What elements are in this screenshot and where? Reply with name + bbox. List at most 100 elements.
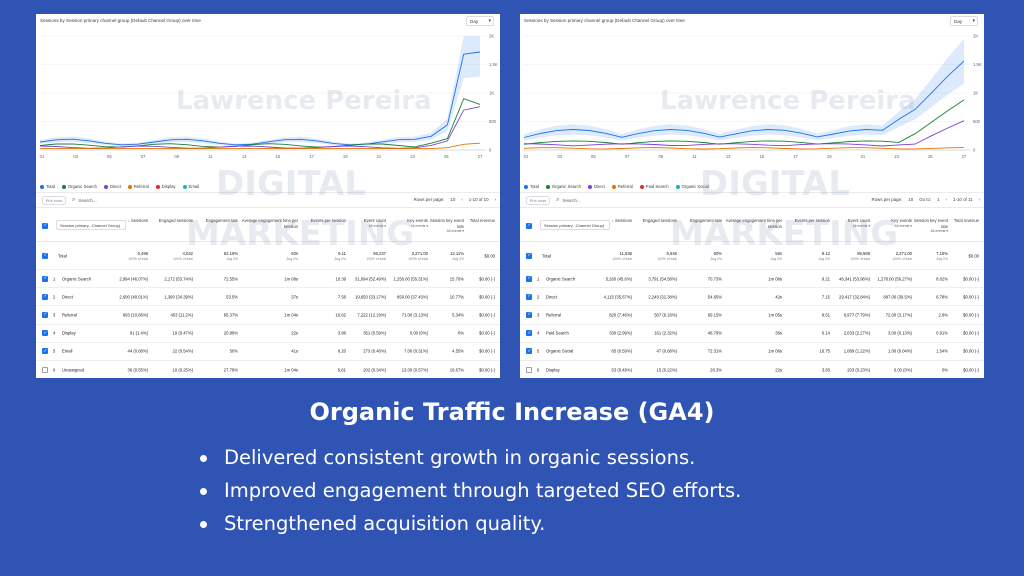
- dimension-select[interactable]: Session primary...Channel Group): [56, 220, 126, 230]
- column-header[interactable]: Engagement rate: [205, 218, 238, 223]
- column-header[interactable]: Engaged sessions: [642, 218, 677, 223]
- table-cell: $0.00 (-): [479, 367, 495, 373]
- column-header[interactable]: Total revenue: [953, 218, 979, 223]
- rows-per-page-select[interactable]: 10: [450, 197, 456, 202]
- day-select[interactable]: Day: [950, 16, 978, 26]
- row-checkbox[interactable]: [526, 366, 532, 373]
- legend-item[interactable]: Display: [155, 184, 176, 189]
- table-row[interactable]: 6 Unassigned 36 (0.55%) 10 (0.25%) 27.78% 1m …: [36, 361, 500, 378]
- column-header[interactable]: Events per session: [310, 218, 346, 223]
- legend-item[interactable]: Organic Search: [61, 184, 97, 189]
- table-cell: $0.00: [968, 253, 979, 258]
- column-header[interactable]: Events per session: [794, 218, 830, 223]
- channel-name: Referral: [62, 312, 77, 318]
- chevron-left-icon[interactable]: ‹: [945, 197, 948, 202]
- row-checkbox[interactable]: [42, 275, 48, 282]
- rows-per-page-select[interactable]: 10: [908, 197, 914, 202]
- column-header-sub[interactable]: All events ▾: [368, 223, 386, 228]
- table-row[interactable]: 3 Referral 820 (7.46%) 567 (8.16%) 69.15% 1m …: [520, 306, 984, 325]
- column-header-sub[interactable]: All events ▾: [894, 223, 912, 228]
- row-checkbox[interactable]: [42, 366, 48, 373]
- channel-name: Organic Social: [546, 348, 574, 354]
- dimension-select[interactable]: Session primary...Channel Group): [540, 220, 610, 230]
- total-confidence-band: [524, 38, 964, 141]
- chevron-left-icon[interactable]: ‹: [461, 197, 463, 202]
- direct-series-line: [523, 120, 965, 147]
- select-all-checkbox[interactable]: [526, 222, 532, 229]
- row-checkbox[interactable]: [42, 252, 48, 259]
- row-checkbox[interactable]: [42, 330, 48, 337]
- column-header[interactable]: ↓ Sessions: [127, 218, 148, 223]
- column-header[interactable]: Event count All events ▾: [363, 218, 386, 228]
- row-checkbox[interactable]: [42, 311, 48, 318]
- table-cell-sub: Avg 0%: [936, 256, 948, 261]
- column-header[interactable]: Total revenue: [469, 218, 495, 223]
- column-header[interactable]: Average engagement time per session: [241, 218, 298, 229]
- column-header[interactable]: Key events All events ▾: [407, 218, 428, 228]
- table-cell: 1m 04s: [284, 367, 298, 373]
- table-cell: 2,249 (32.38%): [648, 294, 677, 300]
- table-cell: 47 (0.68%): [656, 348, 677, 354]
- column-header-sub[interactable]: All events ▾: [930, 229, 948, 233]
- legend-item[interactable]: Direct: [103, 184, 121, 189]
- column-header-sub[interactable]: All events ▾: [410, 223, 428, 228]
- column-header[interactable]: Key events All events ▾: [891, 218, 912, 228]
- table-cell: $0.00 (-): [963, 367, 979, 373]
- rows-per-page-label: Rows per page:: [871, 197, 903, 202]
- table-row[interactable]: 4 Display 91 (1.4%) 19 (0.47%) 20.88% 22s 3.86…: [36, 325, 500, 343]
- column-header[interactable]: Session key event rate All events ▾: [906, 218, 948, 235]
- legend-item[interactable]: Total: [40, 184, 55, 189]
- table-cell: 1,089 (1.22%): [843, 348, 870, 354]
- legend-item[interactable]: Paid Search: [639, 184, 669, 189]
- legend-item[interactable]: Direct: [587, 184, 605, 189]
- table-cell: 7.56: [337, 294, 346, 300]
- row-checkbox[interactable]: [42, 293, 48, 300]
- table-row[interactable]: 1 Organic Search 2,994 (46.07%) 2,172 (53.7…: [36, 270, 500, 289]
- row-checkbox[interactable]: [526, 275, 532, 282]
- day-select[interactable]: Day: [466, 16, 494, 26]
- row-checkbox[interactable]: [526, 293, 532, 300]
- row-checkbox[interactable]: [526, 252, 532, 259]
- table-row[interactable]: 2 Direct 2,600 (40.01%) 1,390 (34.39%) 53.5%…: [36, 288, 500, 307]
- total-label: Total: [542, 253, 551, 258]
- column-header-sub[interactable]: All events ▾: [446, 229, 464, 233]
- plot-rows-button[interactable]: Plot rows: [526, 196, 550, 205]
- table-row[interactable]: 2 Direct 4,115 (35.67%) 2,249 (32.38%) 54.65…: [520, 288, 984, 307]
- column-header[interactable]: Session key event rate All events ▾: [422, 218, 464, 235]
- table-row[interactable]: 5 Organic Social 65 (0.59%) 47 (0.68%) 72.31…: [520, 343, 984, 361]
- column-header[interactable]: Event count All events ▾: [847, 218, 870, 228]
- column-header-sub[interactable]: All events ▾: [852, 223, 870, 228]
- table-cell: $0.00 (-): [479, 276, 495, 282]
- table-row[interactable]: 6 Display 53 (0.49%) 15 (0.22%) 28.3% 22s 3.83…: [520, 361, 984, 378]
- table-cell: 351 (0.59%): [363, 330, 386, 336]
- row-checkbox[interactable]: [526, 311, 532, 318]
- search-input[interactable]: ⌕ Search...: [556, 197, 581, 204]
- table-cell: 850.00 (37.43%): [397, 294, 428, 300]
- chevron-right-icon[interactable]: ›: [494, 197, 496, 202]
- table-row[interactable]: 1 Organic Search 5,260 (45.6%) 3,791 (54.58…: [520, 270, 984, 289]
- row-checkbox[interactable]: [42, 348, 48, 355]
- search-input[interactable]: ⌕ Search...: [72, 197, 97, 204]
- plot-rows-button[interactable]: Plot rows: [42, 196, 66, 205]
- row-checkbox[interactable]: [526, 348, 532, 355]
- select-all-checkbox[interactable]: [42, 222, 48, 229]
- chevron-right-icon[interactable]: ›: [978, 197, 980, 202]
- table-row[interactable]: 5 Email 44 (0.68%) 22 (0.54%) 50% 41s 6.20 273 …: [36, 343, 500, 361]
- column-header[interactable]: ↓ Sessions: [611, 218, 632, 223]
- legend-item[interactable]: Referral: [127, 184, 149, 189]
- table-row[interactable]: 3 Referral 693 (10.66%) 453 (11.2%) 65.37% 1m…: [36, 306, 500, 325]
- channel-table: Session primary...Channel Group)↓ Sessio…: [36, 210, 500, 378]
- row-checkbox[interactable]: [526, 330, 532, 337]
- total-series-line: [523, 60, 965, 138]
- table-row[interactable]: 4 Paid Search 330 (2.99%) 161 (2.32%) 48.79%…: [520, 325, 984, 343]
- legend-item[interactable]: Organic Search: [545, 184, 581, 189]
- goto-input[interactable]: 1: [937, 197, 940, 202]
- legend-item[interactable]: Referral: [611, 184, 633, 189]
- table-cell: 3.00 (0.13%): [888, 330, 912, 336]
- column-header[interactable]: Engaged sessions: [158, 218, 193, 223]
- column-header[interactable]: Engagement rate: [689, 218, 722, 223]
- column-header[interactable]: Average engagement time per session: [725, 218, 782, 229]
- legend-item[interactable]: Email: [182, 184, 199, 189]
- legend-item[interactable]: Total: [524, 184, 539, 189]
- legend-item[interactable]: Organic Social: [675, 184, 709, 189]
